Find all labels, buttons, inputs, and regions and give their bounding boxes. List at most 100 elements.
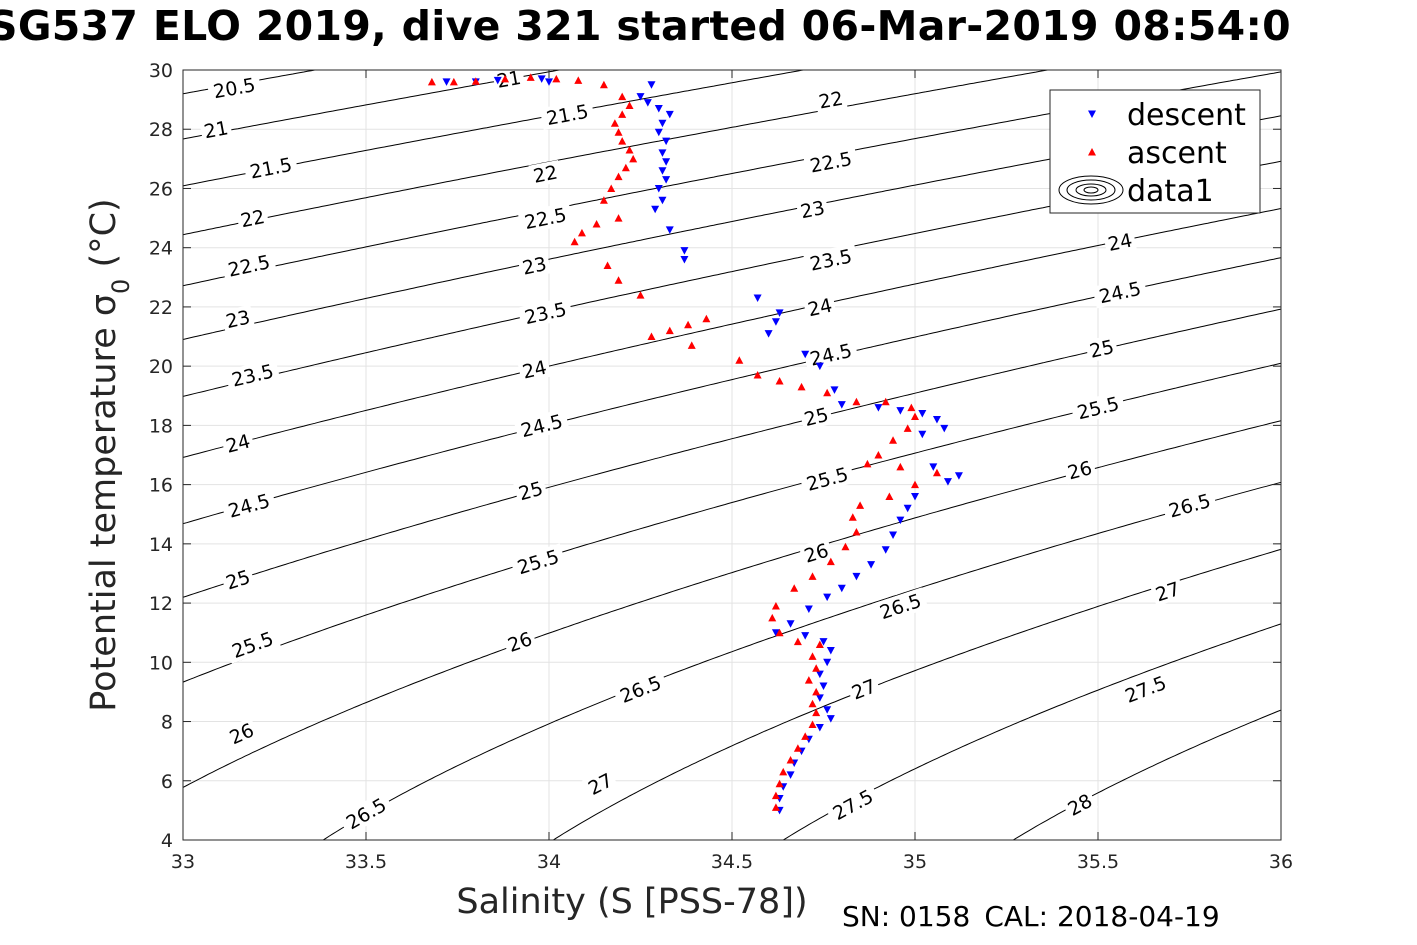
descent-point xyxy=(662,137,671,146)
ascent-point xyxy=(903,424,912,432)
descent-point xyxy=(918,430,927,439)
descent-point xyxy=(815,694,824,702)
ascent-point xyxy=(687,341,696,349)
descent-point xyxy=(801,350,810,359)
x-tick-label: 34 xyxy=(537,851,561,873)
y-tick-label: 8 xyxy=(161,712,173,734)
svg-text:24.5: 24.5 xyxy=(1097,278,1143,308)
svg-text:23: 23 xyxy=(520,253,548,280)
ascent-point xyxy=(614,276,623,284)
contour-label: 24.5 xyxy=(803,337,859,371)
ascent-point xyxy=(896,462,905,471)
x-axis-label: Salinity (S [PSS-78]) xyxy=(456,882,807,922)
svg-text:21.5: 21.5 xyxy=(545,101,591,130)
ascent-point xyxy=(599,80,608,89)
descent-point xyxy=(771,318,780,326)
page-title: SG537 ELO 2019, dive 321 started 06-Mar-… xyxy=(0,2,1291,50)
descent-point xyxy=(786,771,795,779)
contour-label: 23 xyxy=(795,195,830,223)
contour-label: 24 xyxy=(802,292,837,321)
x-tick-label: 35.5 xyxy=(1077,851,1119,873)
svg-text:24.5: 24.5 xyxy=(226,490,273,523)
svg-text:25.5: 25.5 xyxy=(804,464,851,496)
contour-label: 23.5 xyxy=(517,296,574,330)
y-tick-label: 6 xyxy=(161,771,173,793)
contour-label: 24.5 xyxy=(220,487,277,524)
ascent-point xyxy=(607,184,616,192)
descent-point xyxy=(658,167,667,175)
ascent-point xyxy=(771,791,780,800)
descent-point xyxy=(837,401,846,409)
descent-point xyxy=(943,478,952,486)
contour-label: 27.5 xyxy=(1117,669,1174,709)
svg-text:22.5: 22.5 xyxy=(808,148,854,178)
descent-point xyxy=(826,715,835,723)
ascent-point xyxy=(614,128,623,136)
ascent-point xyxy=(856,501,865,509)
svg-text:25.5: 25.5 xyxy=(229,628,276,663)
contour-label: 22 xyxy=(528,159,563,188)
contour-label: 23.5 xyxy=(224,358,281,392)
legend-item-ascent: ascent xyxy=(1088,136,1227,171)
svg-text:25.5: 25.5 xyxy=(515,546,562,580)
ascent-point xyxy=(610,119,619,127)
y-tick-label: 14 xyxy=(149,534,173,556)
ascent-point xyxy=(793,744,802,752)
y-tick-label: 18 xyxy=(149,415,173,437)
contour-label: 25.5 xyxy=(224,625,281,664)
ascent-point xyxy=(614,172,623,181)
descent-point xyxy=(819,638,828,646)
svg-text:25: 25 xyxy=(802,404,831,431)
contour-label: 26.5 xyxy=(612,669,669,709)
ascent-point xyxy=(629,154,638,163)
descent-point xyxy=(929,463,938,471)
x-tick-label: 35 xyxy=(903,851,927,873)
contour-label: 22 xyxy=(814,86,848,114)
ascent-point xyxy=(808,652,817,660)
descent-series xyxy=(442,75,963,815)
contour-label: 28 xyxy=(1061,787,1099,822)
y-tick-label: 20 xyxy=(149,356,173,378)
ascent-point xyxy=(574,76,583,84)
descent-point xyxy=(665,226,674,234)
svg-text:25: 25 xyxy=(1088,336,1116,363)
contour-label: 21.5 xyxy=(243,151,299,184)
contour-label: 20.5 xyxy=(206,72,262,103)
descent-point xyxy=(665,110,674,119)
density-contour-line xyxy=(183,70,1051,236)
ascent-point xyxy=(621,163,630,172)
ascent-point xyxy=(790,584,799,592)
ascent-point xyxy=(625,145,634,154)
svg-text:26.5: 26.5 xyxy=(1166,490,1213,523)
contour-label: 23 xyxy=(517,251,552,280)
ascent-point xyxy=(599,196,608,204)
serial-number: SN: 0158 xyxy=(842,900,971,933)
y-tick-label: 30 xyxy=(149,60,173,82)
descent-point xyxy=(896,407,905,415)
svg-text:24: 24 xyxy=(1106,230,1134,256)
ascent-point xyxy=(812,664,821,672)
descent-point xyxy=(654,128,663,137)
x-tick-label: 33 xyxy=(171,851,195,873)
data-points xyxy=(427,73,963,815)
density-contour-line xyxy=(183,420,1281,788)
legend-label: descent xyxy=(1127,98,1246,133)
svg-text:23: 23 xyxy=(224,306,252,333)
instrument-info: SN: 0158 CAL: 2018-04-19 xyxy=(842,897,1234,937)
ascent-point xyxy=(753,371,762,379)
descent-point xyxy=(911,492,919,501)
legend-item-data1: data1 xyxy=(1058,174,1214,209)
contour-label: 24 xyxy=(517,354,552,384)
contour-label: 24 xyxy=(1103,227,1137,256)
x-tick-label: 36 xyxy=(1269,851,1293,873)
y-tick-label: 12 xyxy=(149,593,173,615)
contour-label: 26 xyxy=(223,717,260,750)
ascent-point xyxy=(815,640,824,649)
contour-label: 27.5 xyxy=(824,782,881,827)
descent-point xyxy=(442,78,451,86)
descent-point xyxy=(658,196,667,205)
y-tick-label: 26 xyxy=(149,178,173,200)
svg-text:26.5: 26.5 xyxy=(617,672,664,708)
svg-text:22: 22 xyxy=(817,88,845,114)
